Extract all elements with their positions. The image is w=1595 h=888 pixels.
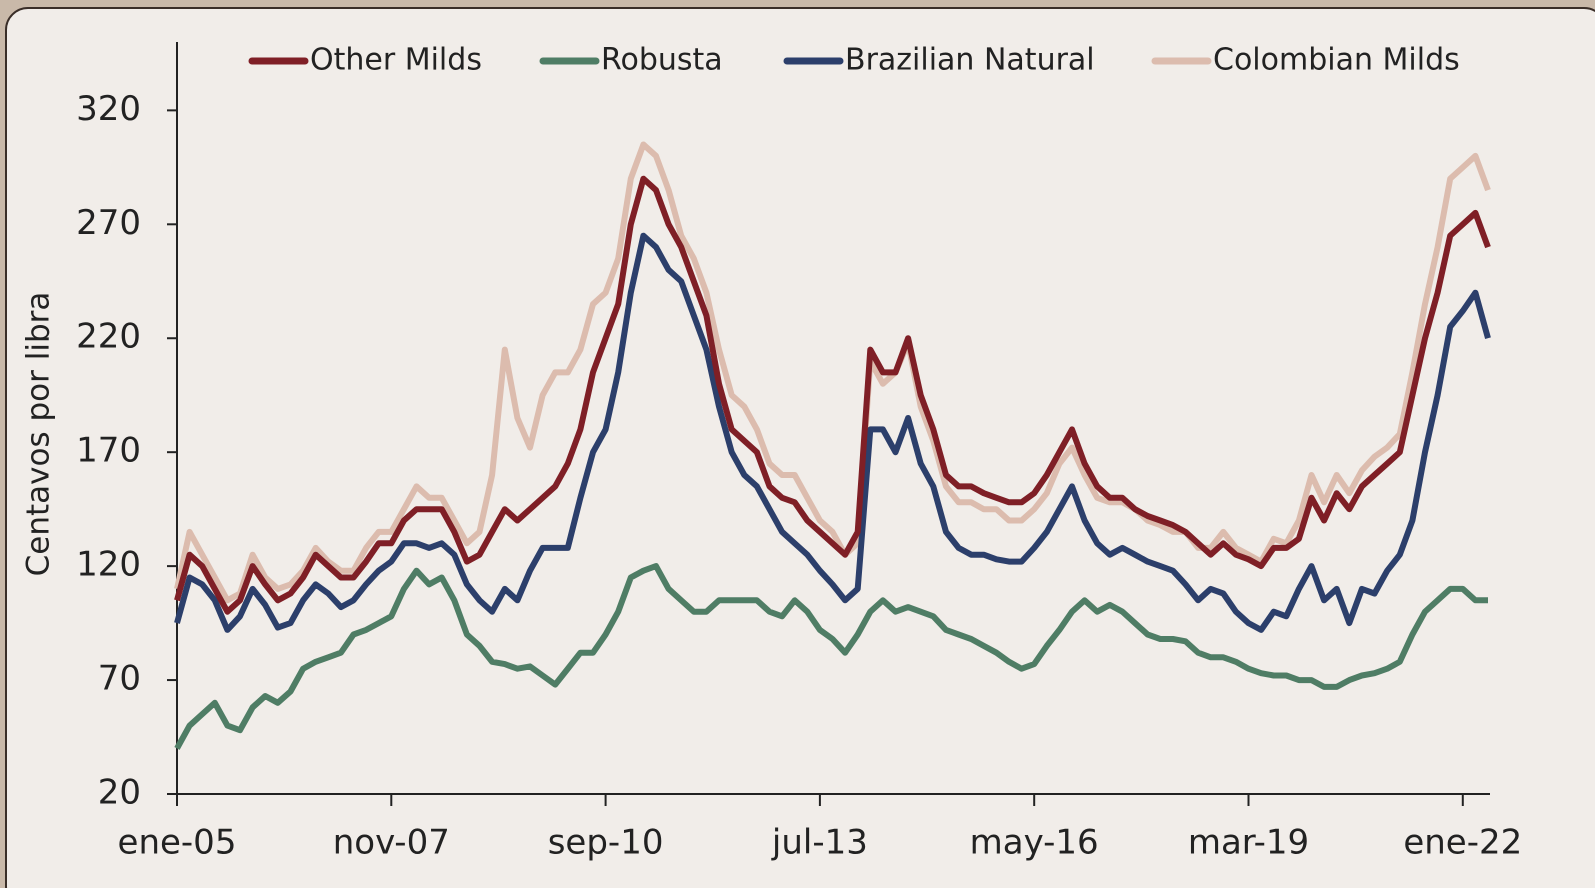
y-tick-label: 70	[98, 659, 141, 699]
x-tick-label: nov-07	[333, 823, 450, 863]
legend-label: Other Milds	[310, 43, 482, 78]
x-tick-label: mar-19	[1188, 823, 1309, 863]
panel	[6, 8, 1595, 888]
legend-label: Colombian Milds	[1213, 43, 1460, 78]
y-tick-label: 170	[76, 431, 141, 471]
legend-label: Robusta	[601, 43, 723, 78]
x-tick-label: ene-05	[118, 823, 237, 863]
y-tick-label: 270	[76, 203, 141, 243]
page: Centavos por libra 20 70 120 170 220 270 320 en…	[0, 0, 1595, 888]
x-tick-label: may-16	[970, 823, 1099, 863]
y-tick-label: 320	[76, 89, 141, 129]
x-tick-label: ene-22	[1403, 823, 1522, 863]
legend-label: Brazilian Natural	[845, 43, 1095, 78]
y-tick-label: 220	[76, 317, 141, 357]
x-tick-label: sep-10	[548, 823, 664, 863]
y-tick-label: 120	[76, 545, 141, 585]
y-tick-label: 20	[98, 773, 141, 813]
y-axis-label: Centavos por libra	[21, 292, 57, 577]
chart: Centavos por libra 20 70 120 170 220 270 320 en…	[0, 0, 1595, 888]
x-tick-label: jul-13	[771, 823, 868, 863]
